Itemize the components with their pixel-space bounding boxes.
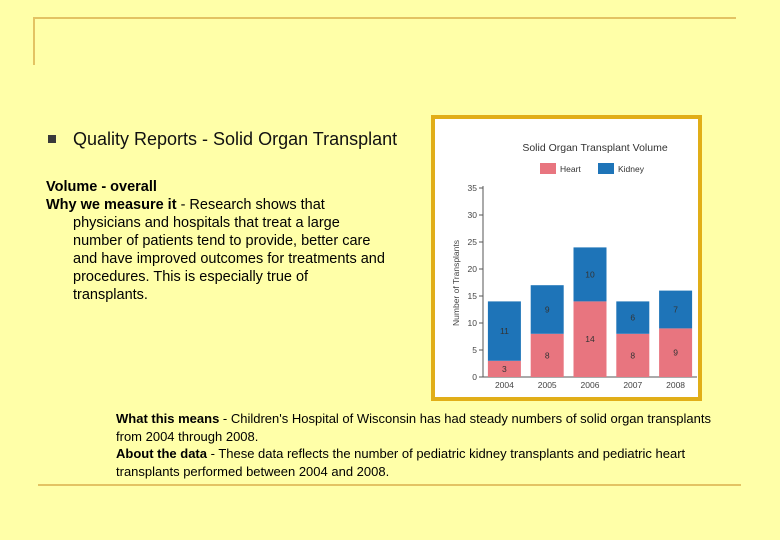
frame-left-line — [33, 17, 35, 65]
x-tick-label: 2008 — [666, 380, 685, 390]
about-label: About the data — [116, 446, 207, 461]
x-tick-label: 2004 — [495, 380, 514, 390]
y-tick-label: 15 — [468, 291, 478, 301]
legend-swatch-heart — [540, 163, 556, 174]
x-tick-label: 2007 — [623, 380, 642, 390]
transplant-volume-chart: Solid Organ Transplant Volume Heart Kidney… — [451, 142, 697, 390]
bar-kidney-2006 — [573, 247, 607, 302]
data-label-kidney-2004: 11 — [500, 326, 509, 336]
data-label-heart-2004: 3 — [502, 364, 507, 374]
y-tick-label: 25 — [468, 237, 478, 247]
data-label-heart-2005: 8 — [545, 350, 550, 360]
bar-kidney-2005 — [530, 285, 564, 334]
bar-heart-2008 — [659, 328, 693, 377]
bar-heart-2007 — [616, 333, 650, 377]
why-text: - Research shows that physicians and hos… — [73, 197, 385, 303]
x-tick-label: 2005 — [538, 380, 557, 390]
why-label: Why we measure it — [46, 197, 177, 213]
bar-kidney-2008 — [659, 290, 693, 329]
legend-label-heart: Heart — [560, 164, 581, 174]
data-label-heart-2008: 9 — [673, 348, 678, 358]
frame-top-line — [33, 17, 736, 19]
data-label-kidney-2008: 7 — [673, 305, 678, 315]
data-label-kidney-2007: 6 — [630, 313, 635, 323]
bar-kidney-2007 — [616, 301, 650, 334]
data-label-heart-2007: 8 — [630, 350, 635, 360]
data-label-kidney-2006: 10 — [585, 269, 595, 279]
y-axis-label: Number of Transplants — [451, 240, 461, 326]
bar-heart-2006 — [573, 301, 607, 377]
legend-label-kidney: Kidney — [618, 164, 645, 174]
means-text-block: What this means - Children's Hospital of… — [116, 410, 716, 480]
bullet-icon — [48, 135, 56, 143]
x-tick-label: 2006 — [581, 380, 600, 390]
y-tick-label: 35 — [468, 183, 478, 193]
data-label-heart-2006: 14 — [585, 334, 595, 344]
y-tick-label: 5 — [472, 345, 477, 355]
bar-heart-2004 — [487, 360, 521, 377]
chart-frame: Solid Organ Transplant Volume Heart Kidney… — [431, 115, 702, 401]
about-text: - These data reflects the number of pedi… — [116, 446, 686, 479]
subtitle: Volume - overall — [46, 179, 157, 195]
y-tick-label: 0 — [472, 372, 477, 382]
y-tick-label: 20 — [468, 264, 478, 274]
chart-title: Solid Organ Transplant Volume — [522, 142, 667, 154]
frame-bottom-line — [38, 484, 741, 486]
data-label-kidney-2005: 9 — [545, 305, 550, 315]
slide-heading: Quality Reports - Solid Organ Transplant — [73, 129, 398, 149]
bar-kidney-2004 — [487, 301, 521, 361]
y-tick-label: 30 — [468, 210, 478, 220]
bar-heart-2005 — [530, 333, 564, 377]
means-label: What this means — [116, 411, 220, 426]
y-tick-label: 10 — [468, 318, 478, 328]
means-text: - Children's Hospital of Wisconsin has h… — [116, 411, 711, 444]
body-text: Volume - overall Why we measure it - Res… — [46, 178, 386, 304]
legend-swatch-kidney — [598, 163, 614, 174]
